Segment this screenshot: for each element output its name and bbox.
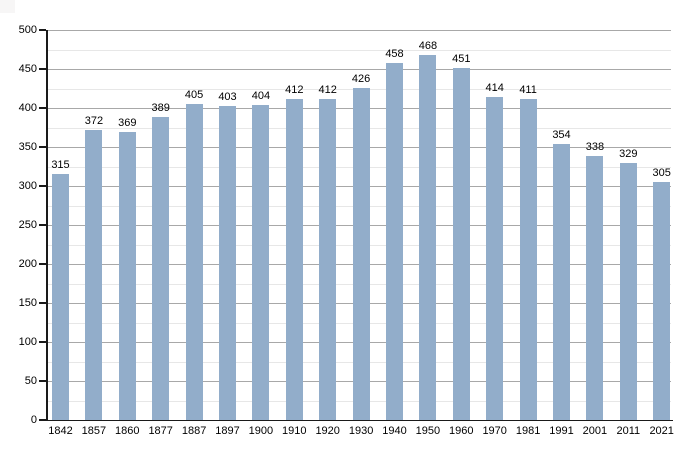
y-axis-tick (39, 263, 46, 265)
x-tick-label: 1920 (315, 425, 340, 437)
y-tick-label: 300 (18, 180, 37, 192)
bar-value-label: 329 (619, 148, 638, 161)
bar (185, 104, 203, 420)
x-tick-label: 2001 (582, 425, 608, 437)
y-axis-tick (39, 146, 46, 148)
bar (118, 132, 136, 420)
bar (52, 174, 69, 420)
bar (486, 97, 504, 420)
bar (319, 98, 337, 420)
bar-value-label: 315 (51, 159, 70, 172)
bar (586, 156, 604, 420)
y-tick-label: 500 (18, 24, 37, 36)
x-tick-label: 2011 (616, 425, 641, 437)
y-axis-tick (39, 185, 46, 187)
bar-value-label: 404 (251, 89, 271, 102)
x-tick-label: 1910 (282, 425, 307, 437)
bar-value-label: 389 (151, 101, 170, 114)
corner-artifact (0, 0, 15, 13)
x-tick-label: 1857 (81, 425, 107, 437)
y-axis-tick (39, 107, 46, 109)
y-tick-label: 0 (30, 414, 37, 426)
x-tick-label: 1897 (215, 425, 240, 437)
x-tick-label: 1970 (482, 425, 507, 437)
bar (386, 62, 403, 420)
plot-area: 315 372 369 389 405 403 404 412 412 426 458 468 451 4… (46, 30, 673, 421)
x-tick-label: 1981 (515, 425, 541, 437)
gridline-major (47, 30, 671, 31)
bar-value-label: 305 (652, 167, 671, 180)
bar (553, 143, 570, 420)
x-axis-line (46, 419, 673, 421)
bar-value-label: 414 (485, 82, 504, 95)
x-tick-label: 2021 (649, 425, 674, 437)
bar-value-label: 354 (552, 128, 571, 141)
gridline-major (47, 69, 671, 70)
bar-value-label: 405 (184, 89, 204, 102)
x-tick-label: 1950 (415, 425, 441, 437)
bar (352, 87, 370, 420)
y-axis-line (46, 30, 48, 420)
x-tick-label: 1930 (348, 425, 374, 437)
bar-value-label: 369 (118, 117, 137, 130)
bar-value-label: 458 (385, 47, 404, 60)
y-axis-tick (39, 341, 46, 343)
x-tick-label: 1900 (248, 425, 274, 437)
bar-value-label: 412 (318, 83, 337, 96)
bar-value-label: 372 (84, 114, 104, 127)
x-tick-label: 1991 (549, 425, 574, 437)
bar (285, 98, 303, 420)
x-tick-label: 1877 (148, 425, 173, 437)
y-tick-label: 200 (18, 258, 37, 270)
y-axis-tick (39, 302, 46, 304)
bar-value-label: 426 (351, 72, 371, 85)
bar (85, 129, 103, 420)
bar-value-label: 411 (519, 84, 537, 97)
y-axis-tick (39, 68, 46, 70)
y-tick-label: 150 (18, 297, 37, 309)
bar-value-label: 412 (285, 83, 304, 96)
y-tick-label: 50 (24, 375, 37, 387)
bar-value-label: 451 (452, 53, 471, 66)
x-tick-label: 1960 (449, 425, 474, 437)
y-tick-label: 100 (18, 336, 37, 348)
y-axis-tick (39, 29, 46, 31)
y-axis-tick (39, 419, 46, 421)
bar (519, 99, 537, 420)
bar (152, 116, 170, 420)
x-tick-label: 1887 (181, 425, 207, 437)
bar (653, 182, 671, 420)
y-tick-label: 350 (18, 141, 37, 153)
y-tick-label: 400 (18, 102, 37, 114)
y-tick-label: 250 (18, 219, 37, 231)
bar-value-label: 403 (218, 90, 237, 103)
x-tick-label: 1940 (382, 425, 407, 437)
gridline-minor (47, 49, 671, 51)
x-tick-label: 1860 (115, 425, 140, 437)
bar (219, 105, 236, 420)
y-axis-tick (39, 224, 46, 226)
x-tick-label: 1842 (48, 425, 73, 437)
bar (419, 54, 437, 420)
bar-value-label: 468 (418, 39, 438, 52)
bar (619, 163, 637, 420)
bar (452, 68, 470, 420)
y-axis-tick (39, 380, 46, 382)
y-tick-label: 450 (18, 63, 37, 75)
bar-value-label: 338 (585, 141, 605, 154)
bar (252, 104, 270, 420)
